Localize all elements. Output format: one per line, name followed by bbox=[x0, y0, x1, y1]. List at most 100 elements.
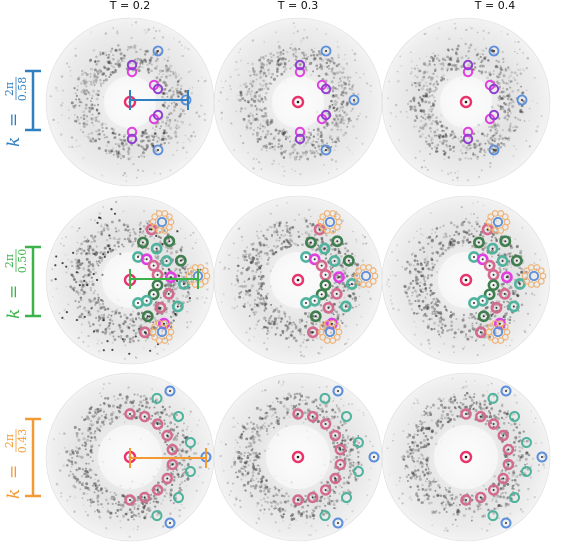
row-label-k058: k = 2π 0.58 bbox=[3, 77, 29, 147]
satellite-marker bbox=[187, 267, 195, 275]
peak-marker bbox=[151, 279, 164, 292]
satellite-marker bbox=[323, 337, 331, 344]
peak-marker bbox=[342, 254, 355, 267]
k-bar-row2 bbox=[129, 269, 199, 289]
peak-marker bbox=[151, 510, 163, 522]
peak-marker bbox=[292, 408, 304, 420]
peak-marker bbox=[137, 236, 149, 249]
peak-marker bbox=[307, 410, 319, 423]
peak-marker bbox=[474, 326, 487, 339]
peak-marker bbox=[462, 66, 474, 78]
satellite-marker bbox=[537, 267, 545, 275]
peak-marker bbox=[309, 310, 322, 323]
peak-marker bbox=[292, 494, 304, 506]
peak-marker bbox=[368, 451, 380, 463]
satellite-marker bbox=[501, 213, 509, 221]
peak-marker bbox=[315, 288, 328, 301]
panel-r1-c1 bbox=[45, 17, 215, 187]
peak-marker bbox=[322, 301, 335, 314]
satellite-marker bbox=[197, 264, 205, 271]
satellite-marker bbox=[319, 323, 327, 331]
peak-marker bbox=[502, 458, 515, 471]
peak-marker bbox=[487, 392, 499, 404]
peak-marker bbox=[341, 492, 353, 504]
peak-marker bbox=[294, 126, 306, 138]
peak-marker bbox=[124, 408, 136, 420]
peak-marker bbox=[513, 278, 526, 290]
peak-marker bbox=[152, 45, 164, 57]
peak-marker bbox=[140, 253, 153, 266]
svg-text:=: = bbox=[4, 113, 24, 127]
peak-marker bbox=[507, 300, 520, 313]
peak-marker bbox=[476, 253, 489, 266]
peak-marker bbox=[360, 270, 372, 282]
peak-marker bbox=[152, 83, 164, 95]
peak-marker bbox=[501, 271, 513, 284]
panel-r2-c3 bbox=[381, 195, 551, 365]
peak-marker bbox=[156, 326, 168, 338]
peak-marker bbox=[320, 144, 332, 156]
panel-r2-c1 bbox=[45, 195, 215, 365]
scale-bar-row3 bbox=[25, 417, 41, 498]
peak-marker bbox=[147, 259, 160, 272]
peak-marker bbox=[510, 254, 523, 267]
row-label-k050: k = 2π 0.50 bbox=[3, 249, 29, 319]
peak-marker bbox=[294, 133, 306, 145]
peak-marker bbox=[536, 451, 548, 463]
peak-marker bbox=[315, 259, 328, 272]
peak-marker bbox=[468, 297, 480, 309]
peak-marker bbox=[483, 259, 496, 272]
svg-text:k: k bbox=[4, 137, 24, 147]
satellite-marker bbox=[323, 227, 331, 234]
peak-marker bbox=[488, 144, 500, 156]
svg-text:2π: 2π bbox=[3, 434, 16, 448]
peak-marker bbox=[126, 66, 138, 78]
peak-marker bbox=[173, 410, 185, 422]
satellite-marker bbox=[365, 264, 373, 271]
peak-marker bbox=[499, 235, 512, 248]
peak-marker bbox=[139, 410, 151, 423]
peak-marker bbox=[152, 109, 164, 121]
satellite-marker bbox=[165, 223, 173, 231]
satellite-marker bbox=[355, 267, 363, 275]
satellite-marker bbox=[359, 281, 367, 288]
satellite-marker bbox=[333, 223, 341, 231]
svg-text:k: k bbox=[4, 489, 24, 499]
peak-marker bbox=[305, 236, 317, 249]
peak-marker bbox=[462, 133, 474, 145]
peak-marker bbox=[300, 297, 312, 309]
svg-text:0.43: 0.43 bbox=[16, 429, 29, 454]
peak-marker bbox=[333, 271, 345, 284]
scale-bar-row2 bbox=[25, 245, 41, 318]
peak-marker bbox=[319, 279, 332, 292]
satellite-marker bbox=[151, 323, 159, 331]
peak-marker bbox=[166, 458, 179, 471]
peak-marker bbox=[165, 271, 177, 284]
panel-r1-c2 bbox=[213, 17, 383, 187]
satellite-marker bbox=[501, 323, 509, 331]
peak-marker bbox=[352, 465, 364, 477]
satellite-marker bbox=[537, 277, 545, 285]
svg-text:k: k bbox=[4, 309, 24, 319]
peak-marker bbox=[345, 278, 358, 290]
peak-marker bbox=[141, 310, 154, 323]
peak-marker bbox=[352, 437, 364, 449]
satellite-marker bbox=[319, 213, 327, 221]
satellite-marker bbox=[155, 227, 163, 234]
peak-marker bbox=[500, 517, 512, 529]
satellite-marker bbox=[161, 320, 169, 327]
satellite-marker bbox=[501, 333, 509, 341]
peak-marker bbox=[462, 59, 474, 71]
peak-marker bbox=[184, 465, 196, 477]
peak-marker bbox=[138, 326, 151, 339]
peak-marker bbox=[509, 492, 521, 504]
satellite-marker bbox=[497, 320, 505, 327]
peak-marker bbox=[500, 385, 512, 397]
peak-marker bbox=[152, 144, 164, 156]
column-title-t04: T = 0.4 bbox=[474, 0, 515, 12]
peak-marker bbox=[487, 484, 500, 496]
column-title-t02: T = 0.2 bbox=[109, 0, 150, 12]
peak-marker bbox=[139, 491, 151, 504]
peak-marker bbox=[160, 255, 173, 267]
